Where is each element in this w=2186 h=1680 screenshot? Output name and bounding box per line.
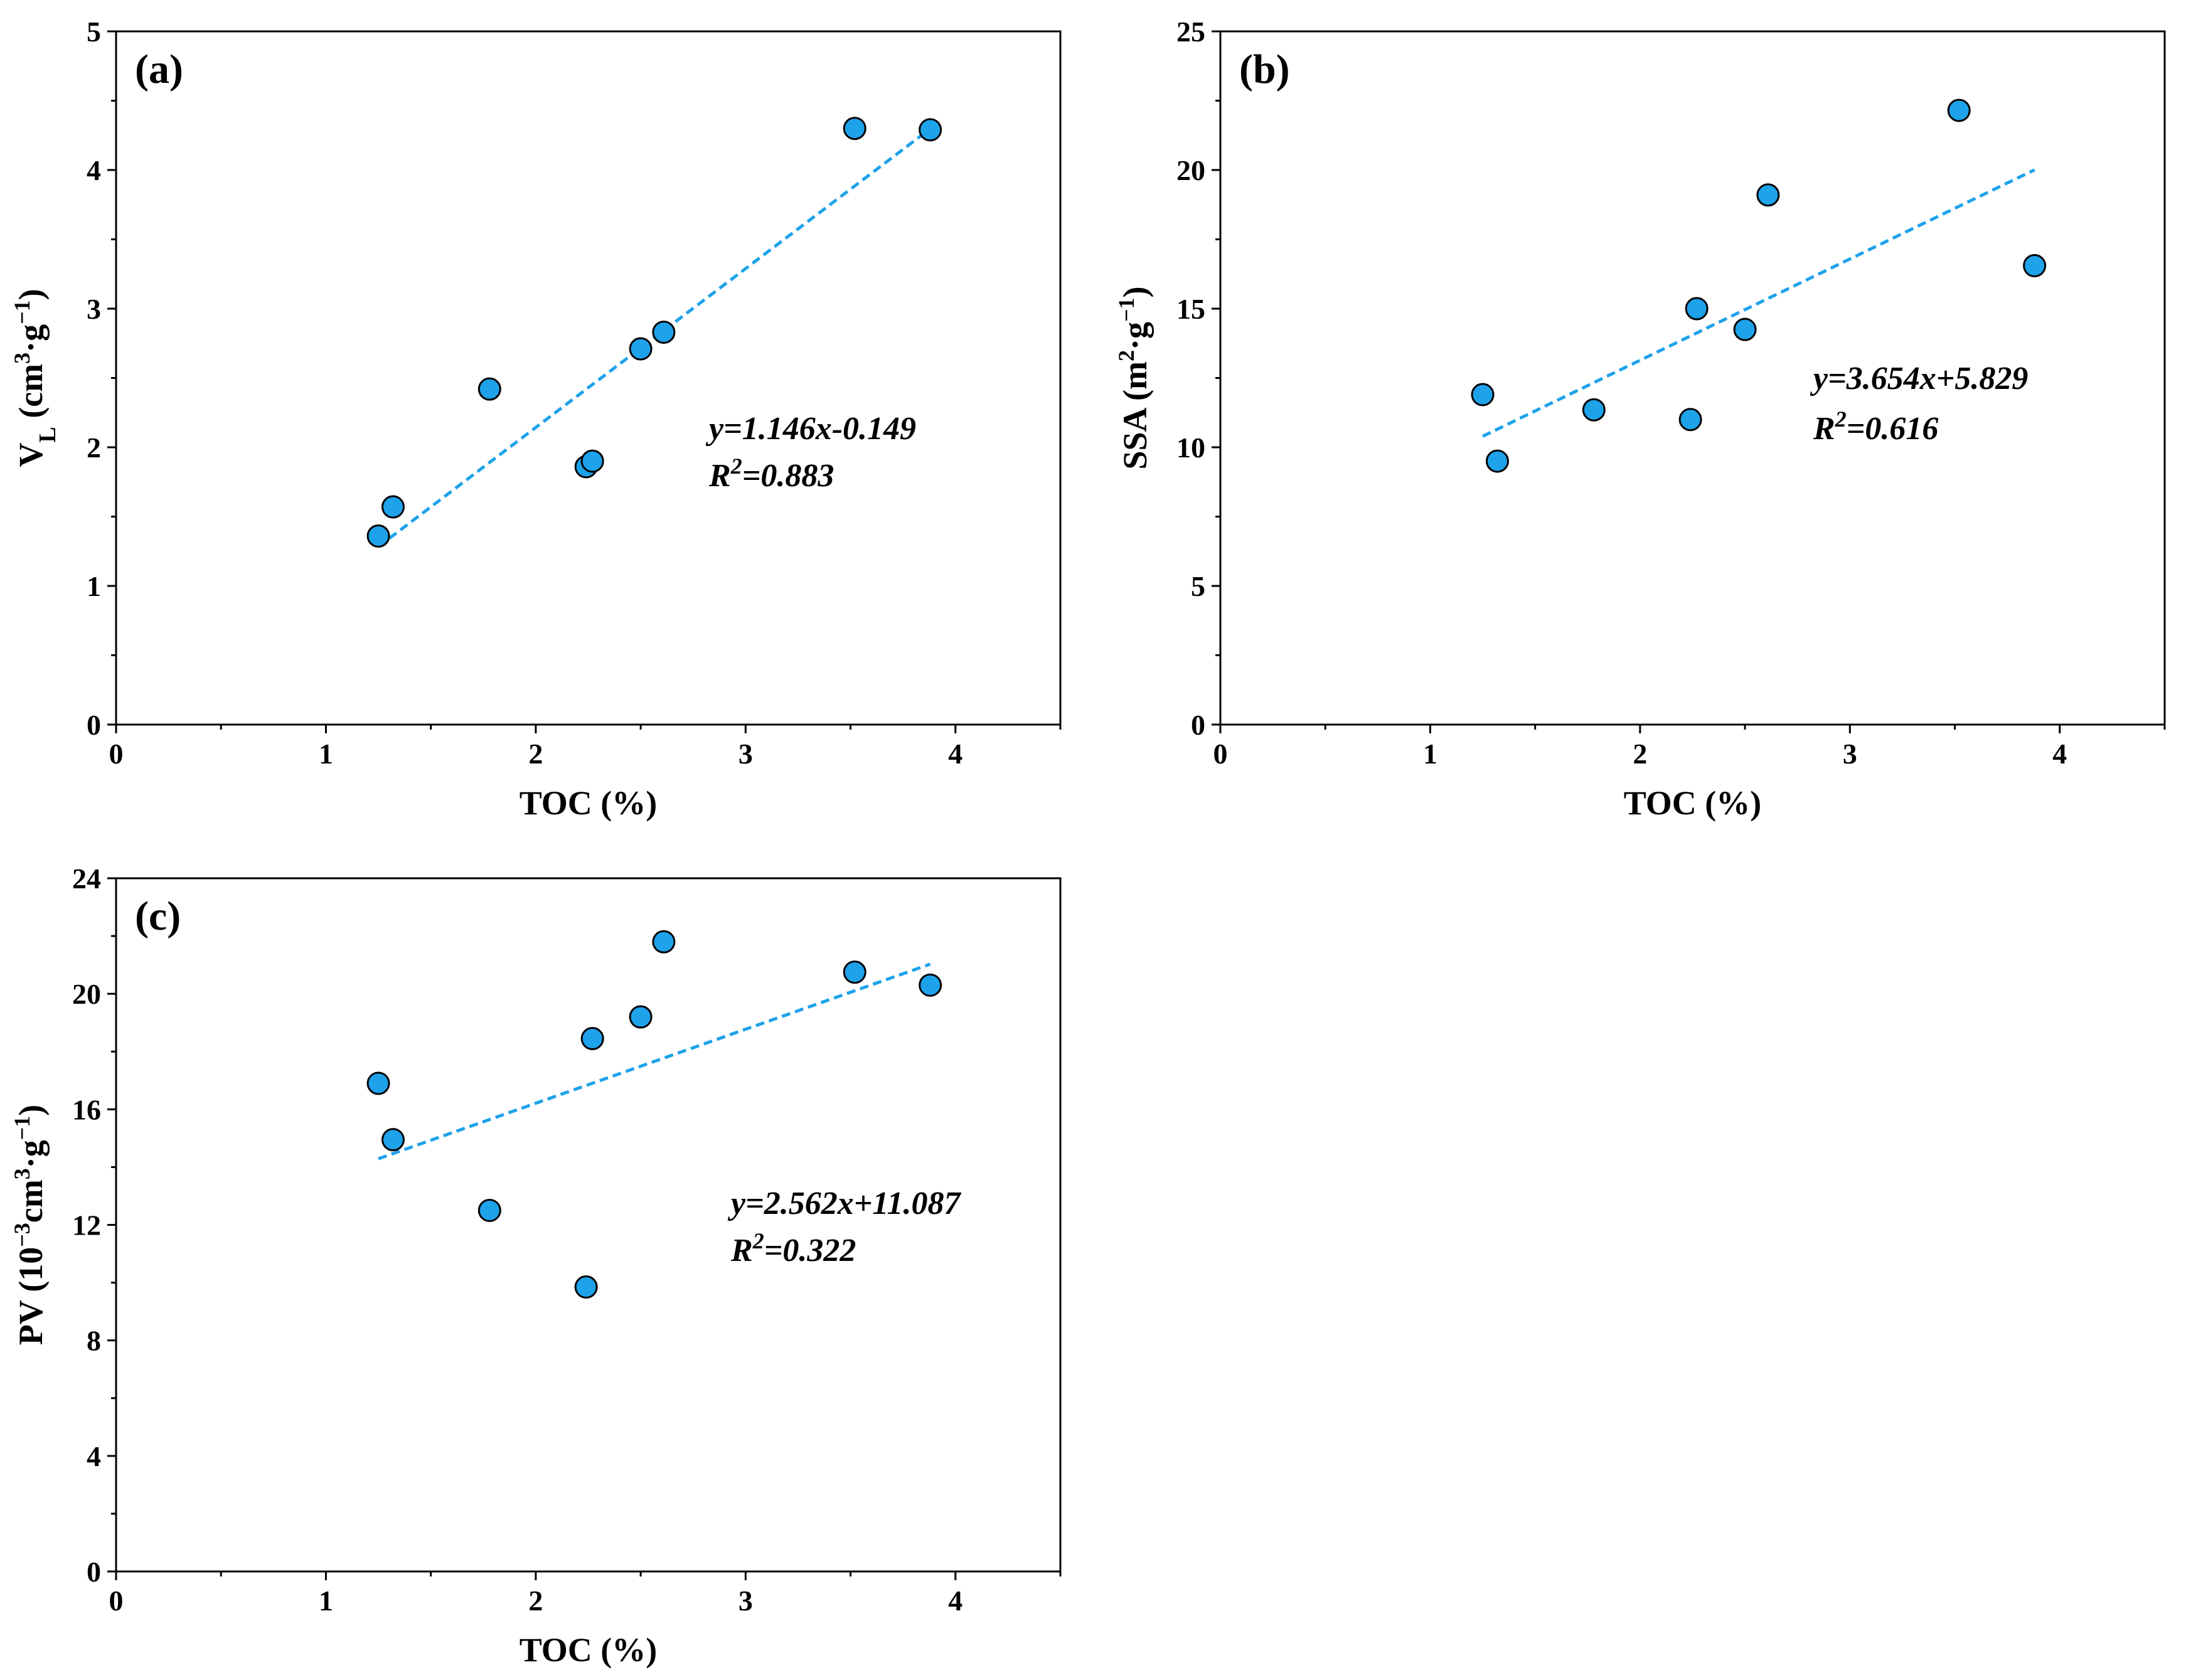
x-tick-label: 1	[319, 738, 333, 770]
data-point	[580, 1027, 604, 1051]
fit-line	[1481, 168, 2035, 438]
y-tick-label: 0	[1191, 709, 1205, 741]
y-tick-label: 3	[87, 293, 101, 325]
x-axis-title: TOC (%)	[520, 784, 658, 822]
tick-labels: 0 1 2 3 4 0 1 2 3 4 5	[87, 16, 962, 770]
y-tick-label: 16	[72, 1093, 101, 1125]
x-tick-label: 2	[528, 738, 543, 770]
y-tick-label: 1	[87, 570, 101, 602]
data-points	[366, 117, 942, 548]
data-point	[381, 495, 405, 519]
x-axis-title: TOC (%)	[1624, 784, 1762, 822]
x-tick-label: 1	[1423, 738, 1437, 770]
axis-ticks	[107, 30, 1062, 733]
data-point	[366, 1071, 390, 1095]
axis-ticks	[107, 877, 1062, 1580]
y-tick-label: 0	[87, 1556, 101, 1588]
r-squared: R2=0.616	[1813, 407, 1938, 447]
data-point	[477, 1198, 501, 1222]
y-tick-label: 4	[87, 1440, 101, 1472]
y-tick-label: 0	[87, 709, 101, 741]
x-tick-label: 3	[738, 1585, 753, 1617]
data-point	[652, 930, 676, 954]
x-axis-title: TOC (%)	[520, 1631, 658, 1669]
regression-equation: y=2.562x+11.087	[727, 1186, 961, 1221]
data-point	[919, 118, 942, 142]
x-tick-label: 4	[948, 1585, 962, 1617]
fit-line	[378, 962, 931, 1161]
y-tick-label: 10	[1176, 432, 1205, 464]
x-tick-label: 2	[1633, 738, 1647, 770]
data-point	[919, 973, 942, 997]
y-axis-title: SSA (m2·g−1)	[1114, 286, 1154, 469]
data-point	[2023, 253, 2047, 277]
data-point	[477, 377, 501, 401]
x-tick-label: 3	[1843, 738, 1857, 770]
chart-panel-b: 0 1 2 3 4 0 5 10 15 20 25 (b) TOC (%) SSA (m2·g−1)…	[1114, 16, 2166, 822]
x-tick-label: 1	[319, 1585, 333, 1617]
axis-ticks	[1212, 30, 2166, 733]
data-points	[1471, 98, 2047, 473]
data-point	[652, 321, 676, 344]
y-tick-label: 15	[1176, 293, 1205, 325]
data-point	[1685, 297, 1709, 321]
y-tick-label: 5	[87, 16, 101, 48]
data-point	[629, 1005, 653, 1029]
y-tick-label: 5	[1191, 570, 1205, 602]
data-point	[843, 117, 866, 141]
plot-frame	[115, 30, 1062, 726]
data-point	[629, 337, 653, 361]
data-point	[1947, 98, 1971, 122]
plot-frame	[115, 877, 1062, 1573]
x-tick-label: 0	[1213, 738, 1228, 770]
panel-label: (a)	[135, 46, 183, 92]
r-squared: R2=0.322	[730, 1228, 856, 1268]
y-tick-label: 8	[87, 1325, 101, 1357]
panel-label: (c)	[135, 893, 181, 939]
data-point	[843, 960, 866, 984]
y-tick-label: 12	[72, 1209, 101, 1241]
x-tick-label: 2	[528, 1585, 543, 1617]
data-point	[574, 1275, 598, 1299]
data-point	[1582, 398, 1606, 422]
y-tick-label: 24	[72, 863, 101, 895]
data-point	[1678, 408, 1702, 432]
y-tick-label: 20	[1176, 154, 1205, 186]
tick-labels: 0 1 2 3 4 0 5 10 15 20 25	[1176, 16, 2067, 770]
x-tick-label: 3	[738, 738, 753, 770]
regression-equation: y=1.146x-0.149	[705, 411, 916, 447]
x-tick-label: 4	[948, 738, 962, 770]
x-tick-label: 0	[109, 738, 124, 770]
data-point	[1733, 317, 1757, 341]
data-point	[381, 1128, 405, 1152]
data-point	[1471, 383, 1495, 407]
regression-equation: y=3.654x+5.829	[1810, 361, 2028, 396]
x-tick-label: 4	[2052, 738, 2067, 770]
y-tick-label: 25	[1176, 16, 1205, 48]
data-point	[1756, 183, 1780, 207]
y-axis-title: VL (cm3·g−1)	[9, 289, 61, 467]
y-tick-label: 20	[72, 978, 101, 1010]
x-tick-label: 0	[109, 1585, 124, 1617]
data-point	[366, 524, 390, 548]
data-point	[1485, 449, 1509, 473]
chart-panel-a: 0 1 2 3 4 0 1 2 3 4 5 (a) TOC (%) VL (cm3·g−1) y=1…	[9, 16, 1062, 822]
y-tick-label: 2	[87, 432, 101, 464]
r-squared: R2=0.883	[708, 454, 834, 494]
y-axis-title: PV (10−3cm3·g−1)	[9, 1105, 50, 1345]
data-points	[366, 930, 942, 1299]
data-point	[580, 449, 604, 473]
panel-label: (b)	[1239, 46, 1290, 92]
y-tick-label: 4	[87, 154, 101, 186]
